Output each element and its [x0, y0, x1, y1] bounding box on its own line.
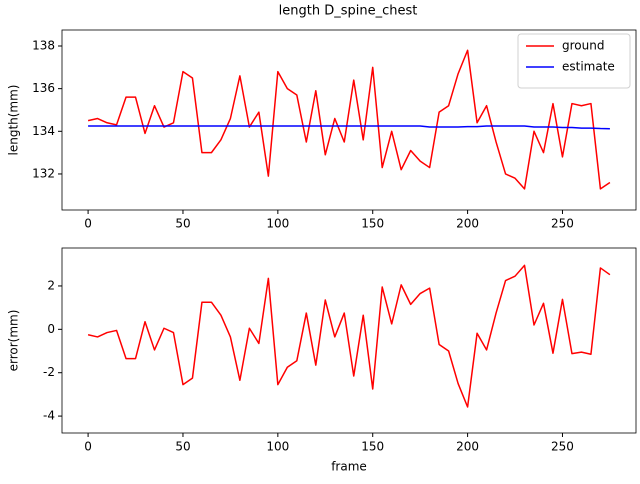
legend-label: ground — [562, 39, 604, 53]
x-tick-label: 50 — [175, 440, 190, 454]
x-tick-label: 100 — [266, 440, 289, 454]
x-tick-label: 150 — [361, 217, 384, 231]
series-line — [87, 49, 611, 190]
x-tick-label: 200 — [456, 440, 479, 454]
x-tick-label: 100 — [266, 217, 289, 231]
chart-title: length D_spine_chest — [279, 4, 418, 19]
series-line — [87, 264, 611, 408]
y-axis-label: error(mm) — [7, 310, 21, 372]
x-tick-label: 0 — [84, 217, 92, 231]
x-axis-label: frame — [331, 460, 367, 474]
y-tick-label: 0 — [47, 322, 55, 336]
y-tick-label: -2 — [43, 365, 55, 379]
x-tick-label: 200 — [456, 217, 479, 231]
y-axis-label: length(mm) — [7, 85, 21, 156]
axes-frame — [61, 247, 637, 434]
x-tick-label: 0 — [84, 440, 92, 454]
x-tick-label: 250 — [551, 217, 574, 231]
y-tick-label: 2 — [47, 278, 55, 292]
y-tick-label: 134 — [32, 124, 55, 138]
legend-box — [517, 33, 631, 89]
x-tick-label: 50 — [175, 217, 190, 231]
x-tick-label: 150 — [361, 440, 384, 454]
legend-label: estimate — [562, 60, 615, 74]
y-tick-label: 132 — [32, 166, 55, 180]
series-line — [88, 125, 610, 130]
y-tick-label: 136 — [32, 81, 55, 95]
axes-frame — [61, 29, 637, 211]
x-tick-label: 250 — [551, 440, 574, 454]
y-tick-label: 138 — [32, 38, 55, 52]
y-tick-label: -4 — [43, 409, 55, 423]
